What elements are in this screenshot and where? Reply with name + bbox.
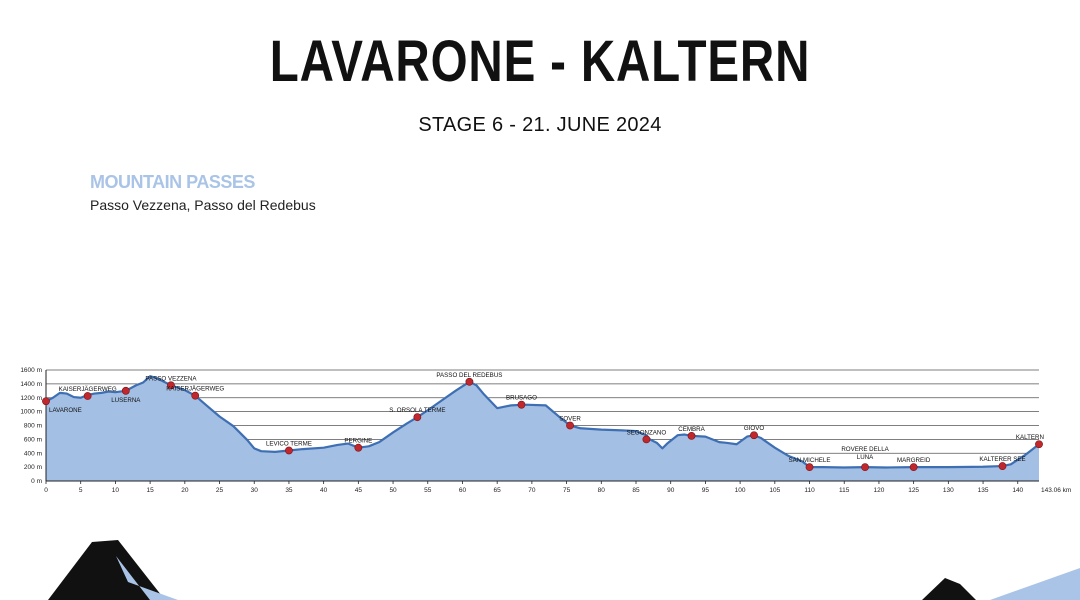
x-tick-label: 45	[355, 487, 363, 494]
waypoint-marker	[909, 463, 918, 472]
x-tick-label: 125	[908, 487, 919, 494]
waypoint-label: MARGREID	[897, 457, 931, 464]
waypoint-label: PASSO VEZZENA	[145, 375, 197, 382]
waypoint-label: KALTERN	[1016, 434, 1044, 441]
waypoint-marker	[121, 386, 130, 395]
waypoint-label: CEMBRA	[678, 426, 705, 433]
waypoint-label: SAN MICHELE	[789, 457, 831, 464]
x-tick-label: 5	[79, 487, 83, 494]
x-tick-label: 140	[1012, 487, 1023, 494]
y-tick-label: 0 m	[31, 478, 42, 485]
waypoint-marker	[687, 432, 696, 440]
x-tick-label: 115	[839, 487, 850, 494]
waypoint-label: BRUSAGO	[506, 395, 537, 402]
waypoint-label: LAVARONE	[49, 407, 82, 414]
x-tick-label: 135	[978, 487, 989, 494]
waypoint-label: LUNA	[857, 454, 874, 461]
waypoint-label: ROVERE DELLA	[841, 446, 889, 453]
x-tick-label: 60	[459, 487, 467, 494]
waypoint-marker	[805, 463, 814, 472]
waypoint-label: KAISERJÄGERWEG	[59, 386, 117, 393]
waypoint-marker	[465, 377, 474, 386]
y-tick-label: 800 m	[24, 423, 42, 430]
waypoint-label: SOVER	[559, 416, 581, 423]
page-title: LAVARONE - KALTERN	[269, 29, 811, 94]
x-tick-label: 40	[320, 487, 328, 494]
elevation-profile-chart: 0 m 200 m 400 m 600 m 800 m 1000 m 1200 m 1400 …	[20, 367, 1071, 494]
x-tick-label: 130	[943, 487, 954, 494]
waypoint-marker	[354, 443, 363, 452]
waypoint-label: SEGONZANO	[627, 429, 667, 436]
waypoint-label: PERGINE	[344, 438, 372, 445]
waypoint-label: GIOVO	[744, 425, 764, 432]
waypoint-marker	[750, 431, 758, 440]
waypoint-label: LUSERNA	[111, 397, 141, 404]
waypoint-label: KAISERJÄGERWEG	[166, 386, 224, 393]
x-tick-label: 100	[735, 487, 746, 494]
x-tick-label: 95	[702, 487, 710, 494]
waypoint-label: S. ORSOLA TERME	[389, 407, 445, 414]
x-tick-label: 10	[112, 487, 120, 494]
x-tick-label: 120	[874, 487, 885, 494]
waypoint-marker	[191, 391, 200, 400]
x-tick-label: 0	[44, 487, 48, 494]
y-tick-label: 600 m	[24, 436, 42, 443]
x-end-label: 143.06 km	[1041, 487, 1071, 494]
waypoint-label: PASSO DEL REDEBUS	[436, 372, 502, 379]
left-peak-shape	[48, 540, 165, 600]
waypoint-markers: LAVARONE KAISERJÄGERWEG LUSERNA PASSO VEZZE…	[42, 372, 1044, 472]
waypoint-marker	[517, 400, 526, 409]
x-tick-label: 50	[389, 487, 397, 494]
x-tick-label: 30	[251, 487, 259, 494]
x-tick-label: 85	[632, 487, 640, 494]
mountain-passes-heading: MOUNTAIN PASSES	[90, 172, 255, 192]
stage-subtitle: STAGE 6 - 21. JUNE 2024	[418, 114, 662, 136]
x-tick-label: 110	[804, 487, 815, 494]
right-peak-shape	[922, 578, 976, 600]
x-tick-label: 75	[563, 487, 571, 494]
y-tick-label: 1400 m	[20, 381, 42, 388]
waypoint-marker	[285, 446, 293, 455]
y-tick-label: 1600 m	[20, 367, 42, 374]
y-tick-label: 400 m	[24, 450, 42, 457]
waypoint-marker	[642, 435, 651, 444]
waypoint-marker	[42, 397, 50, 406]
left-peak-accent	[116, 556, 178, 600]
y-tick-label: 200 m	[24, 464, 42, 471]
waypoint-marker	[566, 421, 574, 430]
x-tick-label: 35	[285, 487, 293, 494]
y-tick-label: 1200 m	[20, 395, 42, 402]
x-tick-label: 15	[146, 487, 154, 494]
x-tick-label: 25	[216, 487, 224, 494]
waypoint-marker	[998, 462, 1007, 470]
mountain-passes-list: Passo Vezzena, Passo del Redebus	[90, 197, 316, 213]
decorative-mountain-graphic	[48, 540, 1080, 600]
x-tick-label: 90	[667, 487, 675, 494]
waypoint-label: KALTERER SEE	[979, 456, 1025, 463]
axes: 0 m 200 m 400 m 600 m 800 m 1000 m 1200 m 1400 …	[20, 367, 1071, 494]
x-tick-label: 105	[769, 487, 780, 494]
x-tick-label: 70	[528, 487, 536, 494]
elevation-area	[46, 376, 1039, 481]
waypoint-marker	[1035, 440, 1043, 449]
waypoint-marker	[413, 413, 422, 422]
waypoint-marker	[167, 381, 175, 390]
right-accent-shape	[990, 568, 1080, 600]
x-tick-label: 55	[424, 487, 432, 494]
y-tick-label: 1000 m	[20, 409, 42, 416]
x-tick-label: 80	[598, 487, 606, 494]
waypoint-marker	[861, 463, 869, 472]
x-tick-label: 20	[181, 487, 189, 494]
waypoint-label: LEVICO TERME	[266, 440, 312, 447]
elevation-line	[45, 375, 1040, 469]
x-tick-label: 65	[494, 487, 502, 494]
waypoint-marker	[83, 392, 92, 400]
